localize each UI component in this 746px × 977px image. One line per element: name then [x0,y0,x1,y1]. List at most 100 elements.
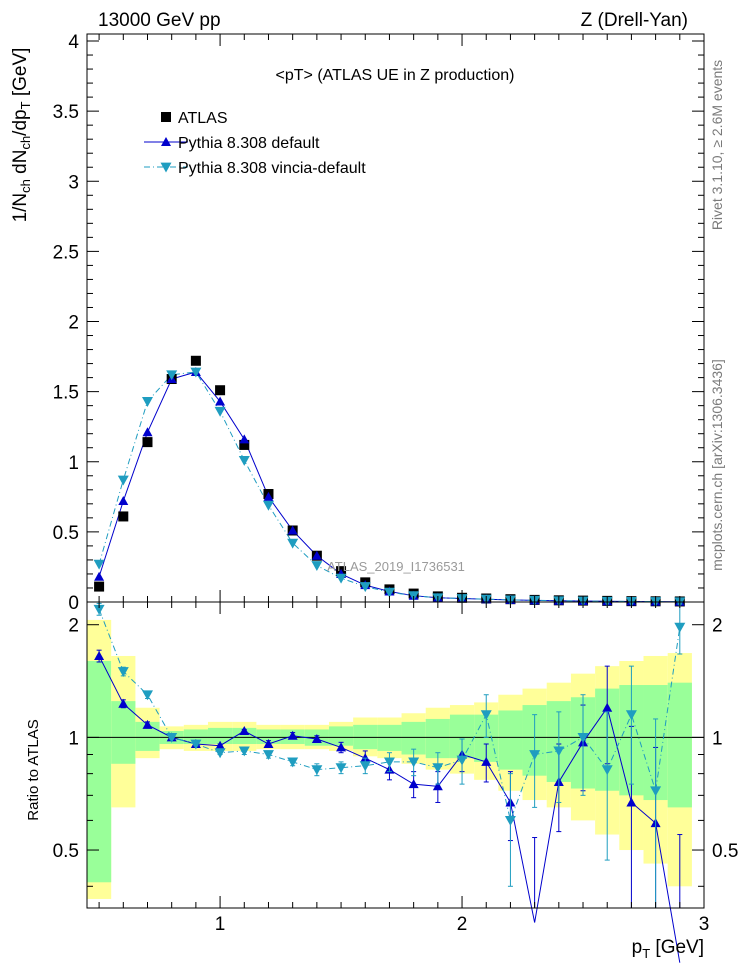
ratio-vincia-point [553,746,565,757]
atlas-data-point [142,437,153,448]
main-plot-area [87,34,704,602]
ratio-default-point [94,650,105,660]
ratio-default-point [263,739,274,749]
y-tick-label: 2.5 [53,242,79,263]
ratio-default-point [118,698,129,708]
pythia-vincia-point [190,367,202,378]
ratio-default-point [287,730,298,740]
x-tick-label: 3 [699,914,710,935]
ratio-vincia-point [93,604,105,615]
y-tick-label: 3.5 [53,102,79,123]
pythia-vincia-point [117,475,129,486]
atlas-data-point [215,385,226,396]
header-right: Z (Drell-Yan) [581,10,688,31]
ratio-vincia-point [650,786,662,797]
watermark: ATLAS_2019_I1736531 [327,559,465,574]
ratio-inner-band [207,727,233,745]
pythia-vincia-point [166,370,178,381]
ratio-default-point [432,781,443,791]
pythia-vincia-point [287,538,299,549]
pythia-vincia-point [238,455,250,466]
ratio-inner-band [328,726,354,746]
ratio-vincia-point [529,750,541,760]
ratio-default-point [142,719,153,729]
ratio-y-tick-label-right: 2 [712,616,723,637]
ratio-y-tick-label: 1 [68,728,79,749]
ratio-inner-band [87,660,112,883]
ratio-vincia-point [601,765,613,776]
ratio-vincia-point [432,763,444,774]
ratio-default-point [602,702,613,712]
pythia-vincia-point [311,561,323,572]
ratio-vincia-point [262,750,274,760]
ratio-vincia-point [214,748,226,759]
ratio-y-tick-label: 2 [68,616,79,637]
ratio-inner-band [377,724,402,751]
pythia-default-point [215,396,226,406]
atlas-data-point [94,581,105,592]
ratio-vincia-point [625,710,637,721]
legend-label: ATLAS [178,110,228,127]
pythia-default-point [311,550,322,560]
ratio-inner-band [183,729,208,745]
ratio-y-tick-label: 0.5 [53,841,79,862]
ratio-inner-band [111,701,136,764]
y-tick-label: 0 [68,593,79,614]
legend-label: Pythia 8.308 vincia-default [178,160,366,177]
ratio-vincia-point [383,757,395,768]
pythia-default-point [142,427,153,437]
x-tick-label: 1 [215,914,226,935]
chart-title: <pT> (ATLAS UE in Z production) [276,67,515,84]
ratio-y-axis-label: Ratio to ATLAS [25,719,42,820]
pythia-vincia-point [335,573,347,584]
ratio-default-point [626,797,637,807]
y-tick-label: 2 [68,313,79,334]
ratio-default-point [239,725,250,735]
ratio-default-point [408,779,419,789]
y-tick-label: 0.5 [53,523,79,544]
ratio-vincia-point [577,732,589,743]
ratio-default-point [215,740,226,750]
pythia-vincia-point [383,587,395,598]
ratio-vincia-point [238,746,250,757]
ratio-vincia-point [674,622,686,633]
ratio-inner-band [425,718,450,759]
pythia-vincia-point [262,500,274,511]
y-tick-label: 1.5 [53,383,79,404]
ratio-inner-band [232,727,257,745]
header-left: 13000 GeV pp [98,10,221,31]
pythia-default-point [287,525,298,535]
ratio-vincia-point [311,765,323,776]
ratio-vincia-point [359,761,371,772]
pythia-vincia-point [359,582,371,593]
ratio-vincia-point [504,815,516,826]
ratio-vincia-point [335,763,347,774]
ratio-inner-band [498,710,523,770]
ratio-vincia-point [408,757,420,768]
legend-atlas-marker [161,112,171,122]
ratio-vincia-point [141,690,153,701]
mcplots-label: mcplots.cern.ch [arXiv:1306.3436] [709,359,725,571]
ratio-vincia-point [190,739,202,750]
y-tick-label: 4 [68,32,79,53]
pythia-default-point [94,571,105,581]
rivet-label: Rivet 3.1.10, ≥ 2.6M events [709,60,725,230]
y-axis-label: 1/Nch dNch/dpT [GeV] [10,48,33,223]
ratio-vincia-point [117,667,129,677]
pythia-default-point [118,496,129,506]
atlas-data-point [118,511,129,522]
ratio-default-point [311,734,322,744]
atlas-data-point [239,439,250,450]
pythia-vincia-point [93,559,105,570]
ratio-y-tick-label-right: 1 [712,728,723,749]
legend-marker [160,162,172,173]
legend-marker [161,137,171,146]
ratio-vincia-point [166,732,178,743]
ratio-y-tick-label-right: 0.5 [712,841,738,862]
x-tick-label: 2 [457,914,468,935]
pythia-default-point [263,491,274,501]
legend-label: Pythia 8.308 default [178,135,320,152]
ratio-vincia-point [287,757,299,768]
